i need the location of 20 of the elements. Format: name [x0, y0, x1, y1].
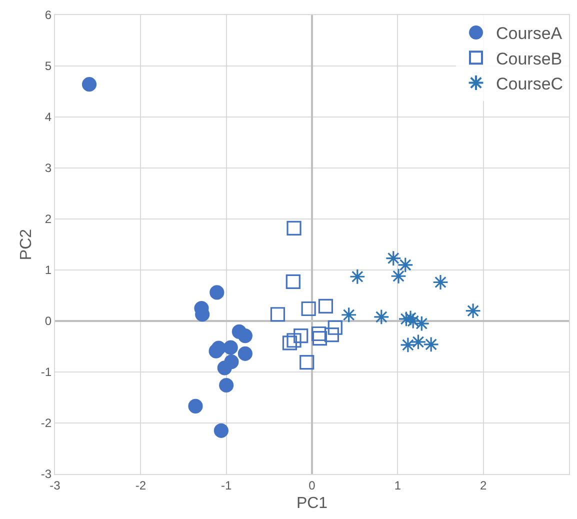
- y-tick-label: 4: [44, 110, 52, 124]
- y-tick-label: -1: [40, 365, 52, 380]
- y-tick-label: -2: [40, 416, 52, 430]
- y-tick-label: 3: [44, 161, 52, 176]
- x-tick-label: 0: [308, 478, 316, 492]
- x-tick-label: 1: [394, 478, 402, 492]
- y-tick-label: 2: [44, 212, 52, 226]
- legend-label: CourseB: [496, 49, 562, 68]
- y-tick-label: 6: [44, 8, 52, 22]
- x-axis-title: PC1: [296, 495, 328, 512]
- x-tick-label: -2: [135, 478, 146, 492]
- y-tick-label: 0: [44, 314, 52, 328]
- legend-label: CourseC: [496, 74, 564, 94]
- y-tick-label: 1: [44, 263, 52, 278]
- x-tick-label: 2: [480, 478, 487, 492]
- x-tick-label: -1: [220, 478, 232, 492]
- y-axis-title: PC2: [18, 228, 35, 260]
- legend-label: CourseA: [496, 24, 563, 44]
- y-tick-label: 5: [44, 59, 52, 74]
- y-tick-label: -3: [40, 467, 52, 482]
